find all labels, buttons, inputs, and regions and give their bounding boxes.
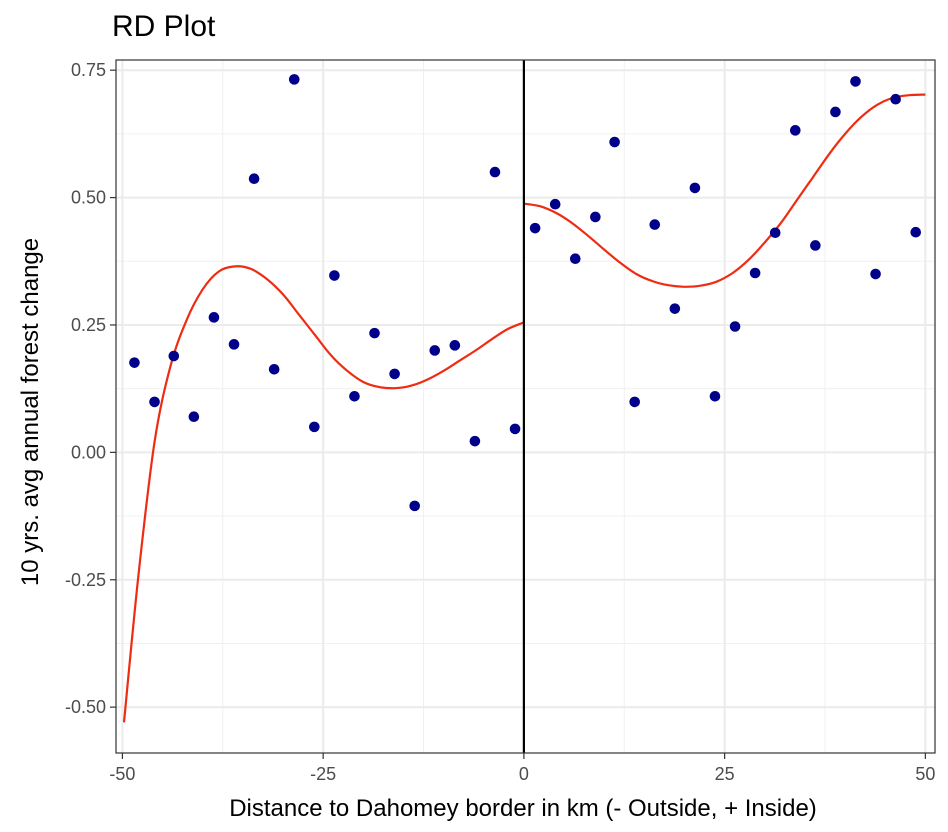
- data-point: [309, 421, 320, 433]
- data-point: [509, 423, 521, 435]
- y-tick-label: 0.50: [71, 188, 106, 208]
- data-point: [590, 211, 601, 223]
- data-point: [569, 253, 581, 265]
- data-point: [489, 166, 501, 178]
- data-point: [649, 219, 661, 230]
- fit-line-right: [523, 93, 926, 288]
- data-point: [810, 240, 821, 251]
- minor-gridlines: [116, 60, 935, 753]
- x-tick-label: 0: [519, 764, 529, 784]
- y-tick-label: 0.75: [71, 60, 106, 80]
- x-axis: -50 -25 0 25 50: [109, 753, 935, 784]
- y-tick-label: -0.25: [65, 570, 106, 590]
- data-point: [850, 76, 861, 87]
- data-point: [689, 182, 701, 194]
- data-point: [369, 327, 380, 339]
- data-point: [409, 500, 420, 512]
- data-point: [469, 435, 481, 447]
- data-point: [208, 312, 220, 323]
- data-point: [449, 340, 461, 351]
- x-tick-label: -25: [310, 764, 336, 784]
- data-point: [830, 106, 841, 118]
- data-point: [870, 268, 881, 280]
- data-point: [129, 357, 140, 368]
- y-axis: -0.50 -0.25 0.00 0.25 0.50 0.75: [65, 60, 116, 717]
- major-gridlines: [116, 60, 935, 753]
- data-point: [389, 368, 400, 380]
- data-point: [669, 303, 681, 314]
- x-tick-label: 25: [715, 764, 735, 784]
- data-point: [749, 267, 761, 279]
- data-point: [709, 391, 721, 402]
- panel-border: [115, 59, 936, 754]
- data-points: [129, 74, 922, 512]
- data-point: [149, 396, 160, 408]
- data-point: [429, 345, 441, 356]
- x-tick-label: -50: [109, 764, 135, 784]
- data-point: [248, 173, 260, 185]
- data-point: [268, 364, 280, 375]
- data-point: [329, 270, 340, 281]
- y-axis-title: 10 yrs. avg annual forest change: [17, 238, 44, 586]
- data-point: [349, 391, 360, 402]
- fit-lines: [122, 93, 926, 723]
- data-point: [529, 222, 541, 234]
- chart-title: RD Plot: [112, 10, 216, 43]
- data-point: [769, 227, 781, 239]
- y-tick-label: 0.25: [71, 315, 106, 335]
- data-point: [910, 226, 922, 238]
- x-axis-title: Distance to Dahomey border in km (- Outs…: [229, 795, 817, 822]
- data-point: [789, 125, 801, 136]
- fit-line-left: [122, 265, 525, 723]
- data-point: [609, 136, 620, 148]
- data-point: [629, 396, 640, 408]
- data-point: [729, 321, 741, 332]
- y-tick-label: -0.50: [65, 697, 106, 717]
- data-point: [890, 93, 901, 105]
- data-point: [168, 350, 180, 362]
- data-point: [549, 198, 561, 210]
- data-point: [188, 411, 200, 422]
- y-tick-label: 0.00: [71, 442, 106, 462]
- data-point: [228, 339, 240, 350]
- data-point: [288, 74, 300, 85]
- x-tick-label: 50: [915, 764, 935, 784]
